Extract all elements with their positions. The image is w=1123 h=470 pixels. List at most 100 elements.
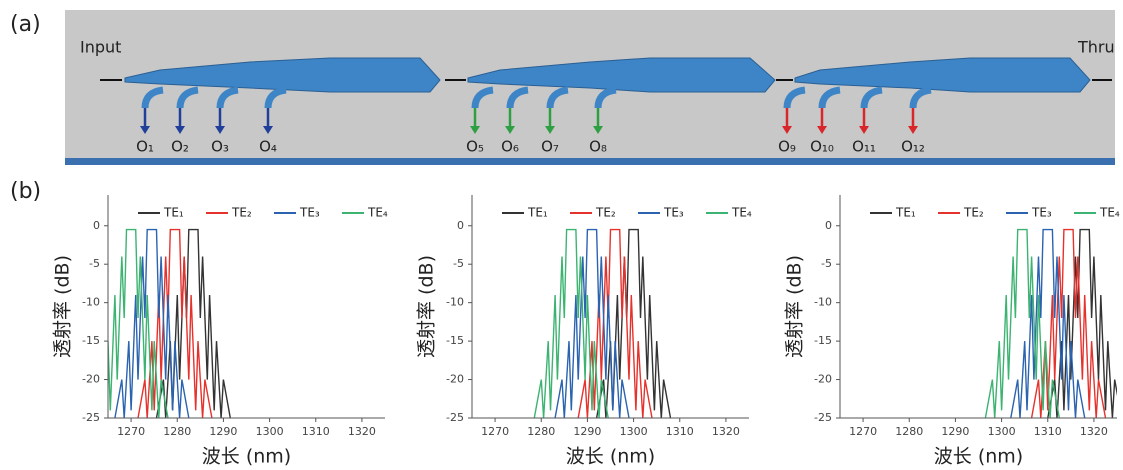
arrow-head xyxy=(470,126,480,134)
y-tick-label: -15 xyxy=(814,334,832,347)
legend-label: TE₂ xyxy=(231,206,252,220)
x-axis-label: 波长 (nm) xyxy=(202,446,291,468)
spectrum-line xyxy=(114,228,190,418)
substrate-edge xyxy=(65,158,1115,165)
y-tick-label: -20 xyxy=(814,373,832,386)
x-tick-label: 1320 xyxy=(712,425,740,438)
arrow-head xyxy=(215,126,225,134)
arrow-head xyxy=(782,126,792,134)
legend-label: TE₁ xyxy=(895,206,916,220)
y-axis-label: 透射率 (dB) xyxy=(416,255,438,358)
x-tick-label: 1300 xyxy=(256,425,284,438)
y-tick-label: -10 xyxy=(814,296,832,309)
output-label: O₉ xyxy=(778,138,796,156)
waveguides xyxy=(124,57,1091,93)
output-label: O₄ xyxy=(259,138,277,156)
output-label: O₁₂ xyxy=(901,138,925,156)
legend-label: TE₂ xyxy=(963,206,984,220)
spectrum-line xyxy=(1010,228,1086,418)
x-tick-label: 1300 xyxy=(620,425,648,438)
y-axis-label: 透射率 (dB) xyxy=(52,255,74,358)
y-tick-label: -10 xyxy=(82,296,100,309)
output-label: O₁₁ xyxy=(852,138,876,156)
x-tick-label: 1320 xyxy=(348,425,376,438)
y-tick-label: -20 xyxy=(446,373,464,386)
drop-waveguide xyxy=(594,86,617,109)
drop-waveguide xyxy=(546,86,569,109)
y-tick-label: 0 xyxy=(457,219,464,232)
output-label: O₃ xyxy=(211,138,229,156)
arrow-head xyxy=(859,126,869,134)
arrow-head xyxy=(505,126,515,134)
arrow-head xyxy=(175,126,185,134)
spectrum-line xyxy=(137,228,213,418)
x-tick-label: 1300 xyxy=(988,425,1016,438)
drop-waveguide xyxy=(818,86,841,109)
x-tick-label: 1290 xyxy=(573,425,601,438)
spectrum-line xyxy=(984,228,1060,418)
y-tick-label: 0 xyxy=(825,219,832,232)
spectrum-line xyxy=(577,228,653,418)
output-label: O₁ xyxy=(136,138,154,156)
x-tick-label: 1270 xyxy=(849,425,877,438)
panel-a: (a) Input Thru (b) xyxy=(10,10,1115,204)
x-axis-label: 波长 (nm) xyxy=(566,446,655,468)
x-tick-label: 1290 xyxy=(941,425,969,438)
y-tick-label: -15 xyxy=(82,334,100,347)
arrow-head xyxy=(817,126,827,134)
y-axis-label: 透射率 (dB) xyxy=(784,255,806,358)
y-tick-label: -25 xyxy=(814,411,832,424)
x-tick-label: 1310 xyxy=(666,425,694,438)
y-tick-label: 0 xyxy=(93,219,100,232)
panel-label: (b) xyxy=(10,179,41,204)
drop-waveguide xyxy=(264,86,287,109)
x-tick-label: 1270 xyxy=(117,425,145,438)
output-label: O₆ xyxy=(501,138,519,156)
drop-waveguide xyxy=(216,86,239,109)
y-tick-label: -5 xyxy=(821,257,832,270)
drop-waveguide xyxy=(506,86,529,109)
y-tick-label: -20 xyxy=(82,373,100,386)
y-tick-label: -25 xyxy=(82,411,100,424)
x-tick-label: 1310 xyxy=(302,425,330,438)
arrow-head xyxy=(593,126,603,134)
arrow-head xyxy=(545,126,555,134)
arrow-head xyxy=(263,126,273,134)
drop-waveguide xyxy=(783,86,806,109)
output-label: O₇ xyxy=(541,138,559,156)
x-tick-label: 1320 xyxy=(1080,425,1108,438)
input-label: Input xyxy=(80,38,121,57)
x-tick-label: 1280 xyxy=(163,425,191,438)
y-tick-label: -5 xyxy=(453,257,464,270)
legend-label: TE₁ xyxy=(527,206,548,220)
arrow-head xyxy=(140,126,150,134)
legend-label: TE₃ xyxy=(1031,206,1052,220)
drop-waveguide xyxy=(471,86,494,109)
output-label: O₅ xyxy=(466,138,484,156)
panel-label: (a) xyxy=(10,12,41,37)
legend-label: TE₄ xyxy=(1099,206,1120,220)
output-label: O₂ xyxy=(171,138,189,156)
y-tick-label: -15 xyxy=(446,334,464,347)
drop-waveguide xyxy=(141,86,164,109)
legend-label: TE₃ xyxy=(663,206,684,220)
legend-label: TE₂ xyxy=(595,206,616,220)
x-tick-label: 1280 xyxy=(895,425,923,438)
arrow-head xyxy=(908,126,918,134)
legend-label: TE₃ xyxy=(299,206,320,220)
x-tick-label: 1310 xyxy=(1034,425,1062,438)
output-label: O₁₀ xyxy=(810,138,834,156)
output-label: O₈ xyxy=(589,138,607,156)
drop-waveguide xyxy=(860,86,883,109)
x-axis-label: 波长 (nm) xyxy=(934,446,1023,468)
x-tick-label: 1280 xyxy=(527,425,555,438)
drop-waveguide xyxy=(176,86,199,109)
drop-waveguide xyxy=(909,86,932,109)
thru-label: Thru xyxy=(1077,38,1115,57)
spectrum-line xyxy=(554,228,630,418)
y-tick-label: -25 xyxy=(446,411,464,424)
legend-label: TE₄ xyxy=(731,206,752,220)
legend-label: TE₁ xyxy=(163,206,184,220)
spectrum-line xyxy=(533,228,609,418)
